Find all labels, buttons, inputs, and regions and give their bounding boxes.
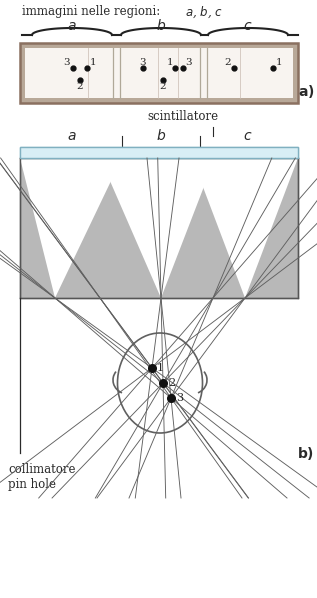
Text: $c$: $c$	[243, 19, 253, 33]
Text: $b$: $b$	[156, 19, 166, 33]
Text: $\bf{b)}$: $\bf{b)}$	[297, 444, 314, 462]
Text: 3: 3	[186, 58, 192, 67]
Bar	[20, 147, 298, 158]
Text: 1: 1	[276, 58, 282, 67]
Text: 2: 2	[160, 82, 166, 91]
Text: $a$: $a$	[67, 19, 77, 33]
Text: $a$: $a$	[67, 129, 77, 143]
Bar	[25, 48, 293, 98]
Text: $\bf{a)}$: $\bf{a)}$	[298, 83, 314, 99]
Text: 3: 3	[176, 393, 183, 403]
Text: 1: 1	[157, 363, 164, 373]
Polygon shape	[20, 158, 122, 298]
Text: 2: 2	[168, 378, 175, 388]
Text: $b$: $b$	[156, 129, 166, 144]
Text: 1: 1	[90, 58, 96, 67]
Text: 2: 2	[77, 82, 83, 91]
Bar	[20, 43, 298, 103]
Text: scintillatore: scintillatore	[147, 111, 218, 124]
Text: $c$: $c$	[243, 129, 253, 143]
Bar	[20, 147, 298, 158]
Text: immagini nelle regioni:: immagini nelle regioni:	[22, 5, 164, 19]
Text: 3: 3	[64, 58, 70, 67]
Polygon shape	[100, 158, 215, 298]
Polygon shape	[192, 158, 298, 298]
Text: 2: 2	[225, 58, 231, 67]
Text: 3: 3	[140, 58, 146, 67]
Bar	[20, 158, 298, 298]
Text: $a$, $b$, $c$: $a$, $b$, $c$	[185, 4, 223, 20]
Text: collimatore
pin hole: collimatore pin hole	[8, 463, 75, 491]
Text: 1: 1	[167, 58, 173, 67]
